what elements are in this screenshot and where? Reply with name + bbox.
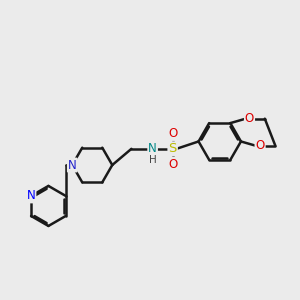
- Text: N: N: [148, 142, 157, 155]
- Text: O: O: [256, 140, 265, 152]
- Text: O: O: [168, 127, 177, 140]
- Text: H: H: [149, 155, 157, 165]
- Text: O: O: [245, 112, 254, 125]
- Text: N: N: [68, 158, 76, 172]
- Text: S: S: [169, 142, 177, 155]
- Text: N: N: [27, 189, 35, 203]
- Text: O: O: [168, 158, 177, 171]
